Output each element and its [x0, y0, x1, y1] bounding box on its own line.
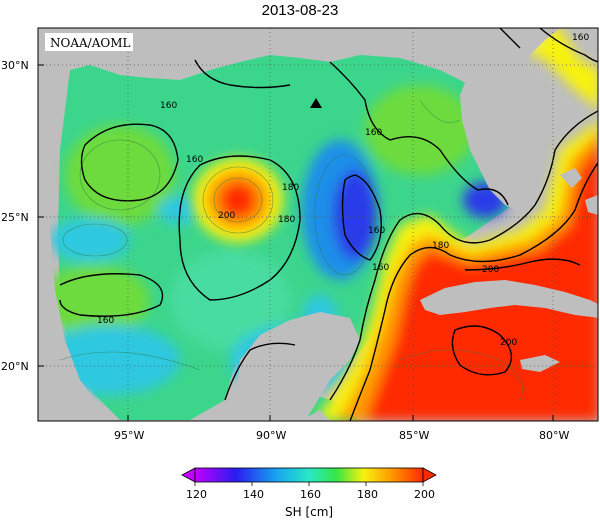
source-label: NOAA/AOML — [50, 36, 131, 50]
land-masses — [38, 28, 598, 421]
contour-label: 180 — [278, 215, 295, 225]
major-contours — [59, 28, 598, 421]
contour-label: 200 — [482, 265, 499, 275]
map-plot-area: 160 160 160 160 160 160 180 180 180 200 … — [38, 28, 598, 421]
colorbar-low-arrow — [181, 467, 196, 483]
lon-tick-label: 85°W — [399, 429, 429, 442]
contour-label: 160 — [160, 101, 177, 111]
colorbar-tick-label: 140 — [243, 488, 264, 501]
station-marker-icon — [310, 98, 322, 108]
contour-label: 200 — [218, 211, 235, 221]
lon-tick-label: 80°W — [539, 429, 569, 442]
colorbar-tick-label: 180 — [357, 488, 378, 501]
lat-tick-label: 20°N — [1, 360, 29, 373]
contour-label: 200 — [500, 338, 517, 348]
colorbar-tick-label: 120 — [186, 488, 207, 501]
contour-label-group: 160 160 160 160 160 160 180 180 180 200 … — [97, 33, 589, 348]
colorbar-high-arrow — [422, 467, 437, 483]
colorbar: 120 140 160 180 200 SH [cm] — [181, 467, 437, 519]
minor-contours — [59, 99, 523, 401]
contour-label: 160 — [372, 263, 389, 273]
lat-tick-label: 30°N — [1, 59, 29, 72]
contour-label: 160 — [97, 316, 114, 326]
map-frame — [37, 27, 599, 422]
contour-label: 160 — [365, 128, 382, 138]
axis-ticks — [38, 64, 554, 421]
colorbar-bar — [194, 467, 424, 483]
colorbar-tick-label: 160 — [300, 488, 321, 501]
contour-label: 160 — [572, 33, 589, 43]
graticule — [38, 28, 598, 421]
contour-label: 160 — [368, 226, 385, 236]
map-title: 2013-08-23 — [261, 2, 339, 19]
colorbar-title: SH [cm] — [285, 505, 333, 519]
contour-label: 160 — [186, 155, 203, 165]
lon-tick-label: 90°W — [256, 429, 286, 442]
contour-label: 180 — [282, 183, 299, 193]
colorbar-tick-label: 200 — [414, 488, 435, 501]
lon-tick-label: 95°W — [114, 429, 144, 442]
source-label-box — [45, 33, 133, 51]
lat-tick-label: 25°N — [1, 211, 29, 224]
contour-label: 180 — [432, 241, 449, 251]
